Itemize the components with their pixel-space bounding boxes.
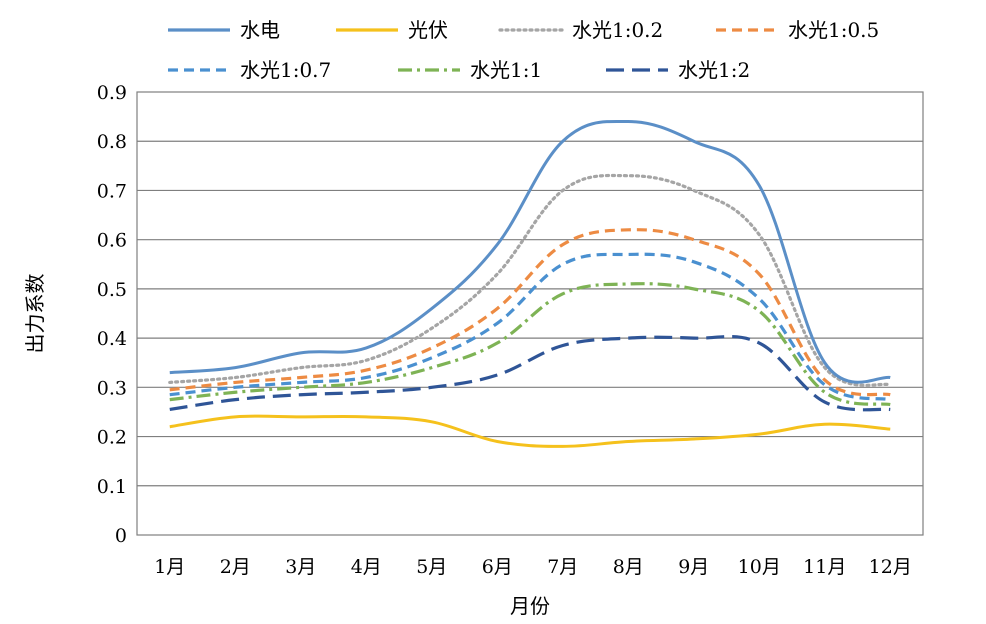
- series-line-6: [169, 334, 891, 412]
- series-line-4: [169, 252, 891, 402]
- x-tick-label: 4月: [351, 556, 382, 578]
- y-tick-label: 0.2: [97, 427, 127, 449]
- series-lines: [168, 119, 892, 448]
- x-tick-label: 9月: [678, 556, 709, 578]
- y-tick-label: 0.5: [97, 279, 127, 301]
- x-axis-title: 月份: [510, 594, 550, 618]
- y-tick-label: 0.7: [97, 180, 127, 202]
- y-tick-label: 0: [115, 525, 127, 547]
- x-tick-label: 8月: [613, 556, 644, 578]
- x-tick-label: 11月: [803, 556, 846, 578]
- series-line-0: [169, 119, 891, 384]
- series-line-3: [169, 228, 891, 397]
- plot-area-frame: [136, 91, 924, 536]
- legend: 水电 光伏 水光1:0.2 水光1:0.5 水光1:0.7 水光1:1 水光1:2: [168, 18, 879, 82]
- legend-label-1: 光伏: [408, 18, 448, 42]
- x-axis-ticks: 1月 2月 3月 4月 5月 6月 7月 8月 9月 10月 11月 12月: [154, 556, 912, 578]
- x-tick-label: 10月: [738, 556, 781, 578]
- y-tick-label: 0.3: [97, 377, 127, 399]
- y-tick-label: 0.9: [97, 82, 127, 104]
- y-tick-label: 0.8: [97, 131, 127, 153]
- y-tick-label: 0.4: [97, 328, 127, 350]
- legend-label-5: 水光1:1: [470, 58, 542, 82]
- series-line-2: [168, 173, 892, 387]
- y-tick-label: 0.1: [97, 476, 127, 498]
- x-tick-label: 7月: [547, 556, 578, 578]
- series-line-5: [169, 282, 891, 407]
- x-tick-label: 6月: [482, 556, 513, 578]
- x-tick-label: 2月: [220, 556, 251, 578]
- legend-label-4: 水光1:0.7: [240, 58, 331, 82]
- y-axis-title: 出力系数: [23, 274, 47, 354]
- legend-label-3: 水光1:0.5: [788, 18, 879, 42]
- y-tick-label: 0.6: [97, 230, 127, 252]
- legend-label-2: 水光1:0.2: [572, 18, 663, 42]
- legend-label-0: 水电: [240, 18, 280, 42]
- x-tick-label: 12月: [869, 556, 912, 578]
- legend-label-6: 水光1:2: [678, 58, 750, 82]
- gridlines: [137, 140, 923, 487]
- x-tick-label: 1月: [154, 556, 185, 578]
- x-tick-label: 5月: [416, 556, 447, 578]
- x-tick-label: 3月: [285, 556, 316, 578]
- series-line-1: [169, 414, 891, 448]
- y-axis-ticks: 0 0.1 0.2 0.3 0.4 0.5 0.6 0.7 0.8 0.9: [97, 82, 127, 547]
